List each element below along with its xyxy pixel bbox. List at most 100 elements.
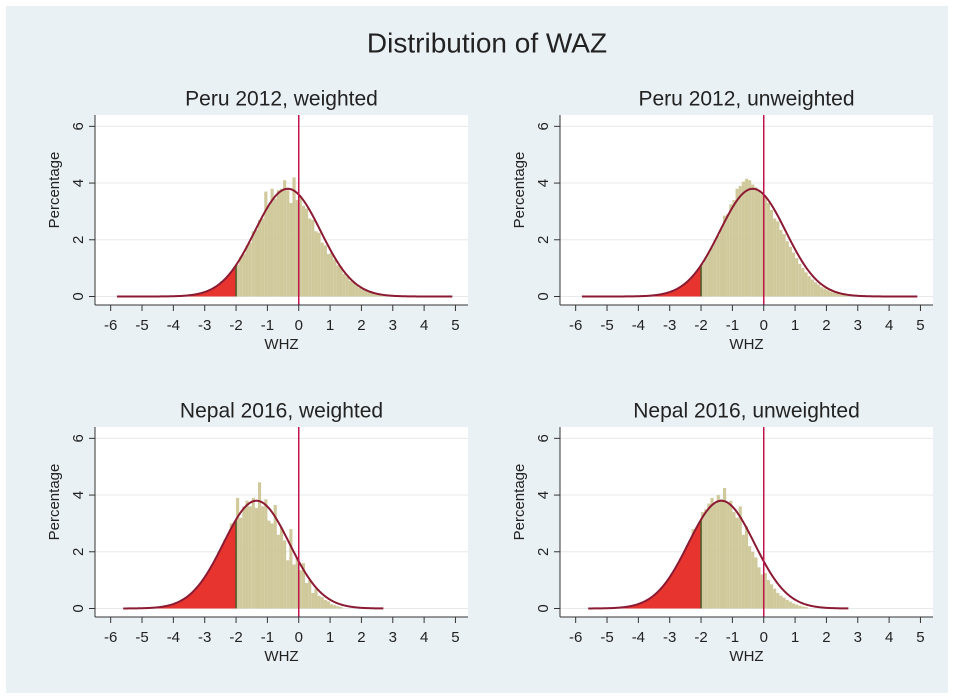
x-tick-label: -1 [726, 317, 739, 334]
x-axis-label: WHZ [264, 336, 298, 353]
histogram-bar [738, 185, 742, 297]
histogram-bar [807, 276, 811, 297]
x-axis-label: WHZ [729, 648, 763, 665]
histogram-bar [838, 294, 843, 297]
histogram-bar [251, 497, 255, 609]
histogram-bar [264, 191, 268, 297]
x-tick-label: -1 [261, 317, 274, 334]
shaded-tail [123, 519, 237, 609]
histogram-bar [323, 245, 327, 297]
histogram-bar [295, 200, 299, 297]
y-tick-label: 2 [535, 548, 552, 556]
histogram-bar [367, 291, 371, 297]
x-tick-label: -6 [569, 629, 582, 646]
histogram-bar [301, 205, 306, 297]
histogram-bar [320, 242, 324, 297]
x-tick-label: -2 [694, 629, 707, 646]
histogram-bar [314, 588, 318, 609]
histogram-bar [804, 272, 808, 297]
x-tick-label: 5 [916, 629, 924, 646]
histogram-bar [707, 252, 711, 297]
histogram-bar [741, 181, 745, 297]
x-tick-label: 3 [389, 629, 397, 646]
histogram-bar [820, 287, 824, 297]
x-tick-label: -6 [104, 317, 117, 334]
x-axis-label: WHZ [729, 336, 763, 353]
histogram-bar [835, 293, 839, 297]
histogram-bar [732, 512, 736, 609]
x-tick-label: -6 [104, 629, 117, 646]
histogram-bar [735, 188, 739, 297]
histogram-bar [245, 245, 249, 297]
x-tick-label: -4 [632, 629, 645, 646]
histogram-bar [779, 229, 783, 297]
histogram-bar [751, 551, 755, 609]
x-tick-label: 2 [357, 629, 365, 646]
histogram-bar [370, 292, 374, 297]
histogram-bar [732, 200, 736, 297]
histogram-bar [773, 218, 777, 297]
histogram-bar [791, 603, 796, 609]
histogram-bar [801, 268, 805, 297]
histogram-bar [248, 242, 252, 297]
y-tick-label: 4 [70, 179, 87, 187]
histogram-bar [726, 503, 730, 609]
histogram-bar [373, 293, 378, 297]
x-tick-label: -4 [632, 317, 645, 334]
histogram-bar [741, 534, 745, 609]
histogram-bar [754, 187, 758, 297]
histogram-bar [308, 580, 312, 609]
normal-curve [116, 187, 453, 298]
y-tick-label: 6 [70, 122, 87, 130]
histogram-bar [242, 506, 246, 609]
histogram-bar [330, 604, 334, 609]
histogram-bar [801, 606, 805, 609]
shaded-tail [581, 265, 702, 297]
y-tick-label: 4 [70, 491, 87, 499]
histogram-bar [770, 210, 774, 297]
histogram-bar [326, 601, 331, 609]
histogram-bar [713, 239, 717, 297]
x-tick-label: 5 [451, 317, 459, 334]
histogram-bar [317, 232, 321, 297]
histogram-bar [710, 246, 714, 297]
x-tick-label: 2 [357, 317, 365, 334]
histogram-bar [832, 292, 836, 297]
histogram-bar [311, 592, 315, 609]
histogram-bar [785, 241, 789, 297]
x-tick-label: -5 [135, 317, 148, 334]
histogram-bar [239, 256, 243, 297]
histogram-bar [817, 284, 821, 297]
histogram-bar [320, 597, 324, 609]
x-tick-label: -4 [167, 317, 180, 334]
histogram-bar [701, 263, 705, 297]
histogram-bar [261, 506, 265, 609]
x-tick-label: -1 [261, 629, 274, 646]
y-axis-label: Percentage [511, 152, 528, 229]
histogram-bar [729, 204, 733, 297]
histogram-bar [782, 234, 786, 297]
histogram-bar [726, 214, 730, 297]
x-tick-label: 3 [854, 629, 862, 646]
y-axis-label: Percentage [46, 464, 63, 541]
histogram-bar [308, 218, 312, 297]
y-tick-label: 2 [70, 236, 87, 244]
histogram-bar [270, 188, 274, 297]
histogram-bar [770, 584, 774, 609]
histogram-bar [261, 218, 265, 297]
x-tick-label: -2 [229, 629, 242, 646]
histogram-bar [317, 595, 321, 609]
histogram-bar [279, 527, 284, 609]
histogram-bar [716, 495, 720, 609]
shaded-tail [588, 519, 702, 609]
histogram-bar [722, 215, 727, 297]
histogram-bar [710, 497, 714, 609]
y-tick-label: 2 [535, 236, 552, 244]
x-tick-label: -3 [663, 317, 676, 334]
y-tick-label: 4 [535, 179, 552, 187]
histogram-bar [748, 180, 752, 297]
histogram-bar [270, 523, 274, 609]
histogram-bar [236, 264, 240, 297]
